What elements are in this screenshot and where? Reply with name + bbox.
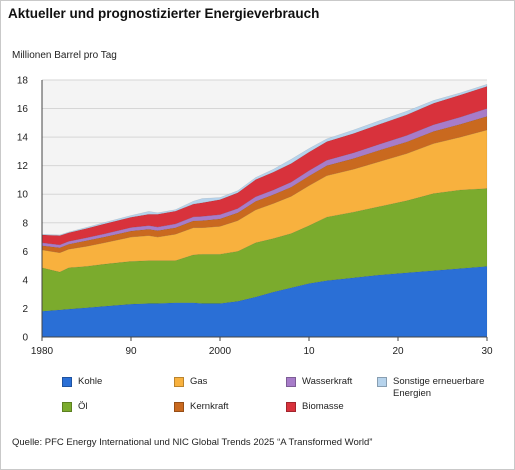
x-tick-label: 30 (481, 346, 493, 357)
legend-label: Wasserkraft (302, 376, 353, 387)
x-tick-label: 1980 (31, 346, 54, 357)
x-tick-label: 90 (125, 346, 137, 357)
y-tick-label: 6 (22, 247, 28, 258)
y-tick-label: 2 (22, 304, 28, 315)
legend-label: Sonstige erneuerbare Energien (393, 376, 485, 399)
legend-label: Kernkraft (190, 401, 229, 412)
chart-title: Aktueller und prognostizierter Energieve… (8, 6, 320, 21)
legend-swatch (377, 377, 387, 387)
area-series-group (41, 83, 488, 338)
y-tick-label: 4 (22, 275, 28, 286)
y-tick-labels: 0 2 4 6 8 10 12 14 16 18 (17, 76, 29, 344)
y-tick-label: 12 (17, 161, 29, 172)
legend-label: Biomasse (302, 401, 344, 412)
legend-swatch (62, 402, 72, 412)
x-tick-label: 2000 (209, 346, 232, 357)
legend-swatch (174, 402, 184, 412)
y-tick-label: 8 (22, 218, 28, 229)
y-tick-label: 0 (22, 333, 28, 344)
legend-swatch (62, 377, 72, 387)
y-tick-label: 14 (17, 133, 29, 144)
legend-label: Gas (190, 376, 208, 387)
x-tick-labels: 1980 90 2000 10 20 30 (31, 337, 493, 357)
x-tick-label: 20 (392, 346, 404, 357)
area-sonstige-erneuerbare-energien (41, 83, 488, 236)
y-axis-label: Millionen Barrel pro Tag (12, 50, 117, 61)
source-note: Quelle: PFC Energy International und NIC… (12, 437, 373, 448)
y-tick-label: 10 (17, 190, 29, 201)
legend-swatch (174, 377, 184, 387)
x-tick-label: 10 (303, 346, 315, 357)
y-tick-label: 16 (17, 104, 29, 115)
legend-label: Öl (78, 401, 88, 412)
legend-swatch (286, 402, 296, 412)
legend-label: Kohle (78, 376, 103, 387)
y-tick-label: 18 (17, 76, 29, 87)
legend-swatch (286, 377, 296, 387)
